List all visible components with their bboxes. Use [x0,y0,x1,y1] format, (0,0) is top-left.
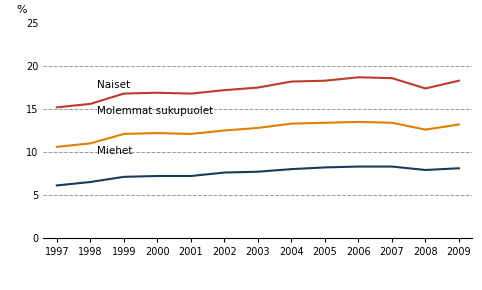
Text: Miehet: Miehet [97,146,133,156]
Y-axis label: %: % [16,5,27,14]
Text: Naiset: Naiset [97,80,130,90]
Text: Molemmat sukupuolet: Molemmat sukupuolet [97,106,213,116]
